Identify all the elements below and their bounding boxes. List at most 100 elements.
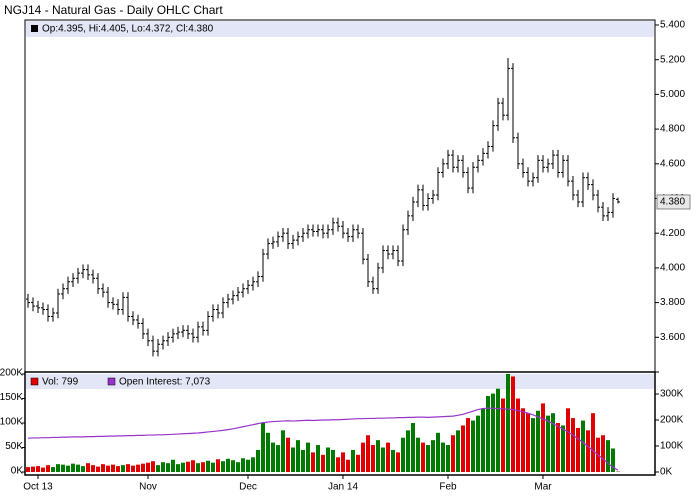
volume-bar — [116, 466, 120, 472]
x-tick-label: Oct 13 — [23, 482, 53, 493]
volume-bar — [611, 448, 615, 472]
volume-bar — [96, 466, 100, 472]
volume-bar — [341, 452, 345, 472]
volume-bar — [546, 415, 550, 472]
y2-tick-label: 100K — [660, 441, 684, 452]
volume-bar — [296, 440, 300, 472]
volume-bar — [311, 452, 315, 472]
x-tick-label: Nov — [139, 482, 157, 493]
volume-bar — [466, 418, 470, 472]
volume-bar — [41, 467, 45, 472]
volume-bar — [176, 464, 180, 472]
volume-bar — [506, 374, 510, 472]
volume-bar — [416, 437, 420, 472]
volume-bar — [446, 445, 450, 472]
volume-bar — [211, 462, 215, 472]
volume-bar — [191, 460, 195, 472]
volume-bar — [346, 459, 350, 472]
volume-bar — [266, 432, 270, 472]
volume-bar — [216, 459, 220, 472]
price-panel — [24, 19, 656, 373]
volume-bar — [561, 425, 565, 472]
legend-label: Vol: 799 — [42, 377, 79, 388]
volume-bar — [271, 442, 275, 472]
volume-bar — [441, 442, 445, 472]
y2-tick-label: 0K — [660, 467, 673, 478]
info-icon — [31, 25, 38, 32]
open-interest-line — [27, 407, 619, 471]
volume-bar — [196, 463, 200, 472]
volume-tick-label: 150K — [0, 392, 23, 403]
volume-bar — [51, 467, 55, 472]
volume-bar — [411, 423, 415, 472]
volume-bar — [536, 410, 540, 472]
y-tick-label: 5.400 — [660, 20, 685, 31]
volume-bar — [166, 463, 170, 472]
volume-bar — [361, 442, 365, 472]
volume-bar — [421, 442, 425, 472]
volume-bar — [461, 425, 465, 472]
volume-bar — [331, 449, 335, 472]
volume-bar — [126, 464, 130, 472]
volume-bar — [531, 418, 535, 472]
volume-bar — [141, 463, 145, 472]
volume-bar — [581, 420, 585, 472]
volume-bar — [156, 465, 160, 472]
y-tick-label: 4.800 — [660, 124, 685, 135]
volume-bar — [481, 408, 485, 472]
volume-bar — [256, 449, 260, 472]
volume-bar — [236, 462, 240, 472]
volume-bar — [106, 465, 110, 472]
x-tick-label: Dec — [239, 482, 257, 493]
volume-bar — [31, 466, 35, 472]
legend-swatch — [30, 377, 39, 386]
y2-tick-label: 200K — [660, 415, 684, 426]
volume-bar — [46, 465, 50, 472]
volume-bar — [36, 466, 40, 472]
volume-bar — [291, 447, 295, 472]
volume-bar — [606, 440, 610, 472]
volume-bar — [181, 462, 185, 472]
legend-label: Open Interest: 7,073 — [119, 377, 211, 388]
volume-bar — [201, 462, 205, 472]
volume-tick-label: 50K — [5, 441, 23, 452]
volume-bar — [261, 423, 265, 472]
volume-tick-label: 200K — [0, 368, 23, 379]
volume-bar — [591, 413, 595, 472]
y-tick-label: 3.600 — [660, 332, 685, 343]
volume-bar — [541, 403, 545, 472]
volume-header — [26, 374, 654, 389]
volume-bar — [406, 430, 410, 472]
volume-bar — [476, 415, 480, 472]
volume-bar — [486, 396, 490, 472]
volume-bar — [91, 465, 95, 472]
x-tick-label: Mar — [534, 482, 552, 493]
volume-bar — [61, 464, 65, 472]
volume-bar — [336, 457, 340, 472]
volume-bar — [356, 454, 360, 472]
volume-tick-label: 100K — [0, 417, 23, 428]
volume-bar — [276, 445, 280, 472]
volume-bar — [226, 458, 230, 472]
volume-bar — [56, 464, 60, 472]
volume-bar — [151, 461, 155, 472]
volume-bar — [186, 461, 190, 472]
volume-bar — [401, 437, 405, 472]
volume-bar — [496, 388, 500, 472]
volume-bar — [121, 465, 125, 472]
volume-bar — [366, 435, 370, 472]
volume-bar — [526, 413, 530, 472]
volume-bar — [286, 437, 290, 472]
x-tick-label: Feb — [439, 482, 457, 493]
volume-bar — [161, 462, 165, 472]
chart-title: NGJ14 - Natural Gas - Daily OHLC Chart — [4, 3, 223, 17]
volume-bar — [426, 445, 430, 472]
volume-bar — [81, 466, 85, 472]
volume-bar — [586, 430, 590, 472]
volume-bar — [241, 458, 245, 472]
volume-bar — [436, 432, 440, 472]
volume-bar — [221, 461, 225, 472]
volume-bar — [391, 449, 395, 472]
volume-bar — [511, 376, 515, 472]
